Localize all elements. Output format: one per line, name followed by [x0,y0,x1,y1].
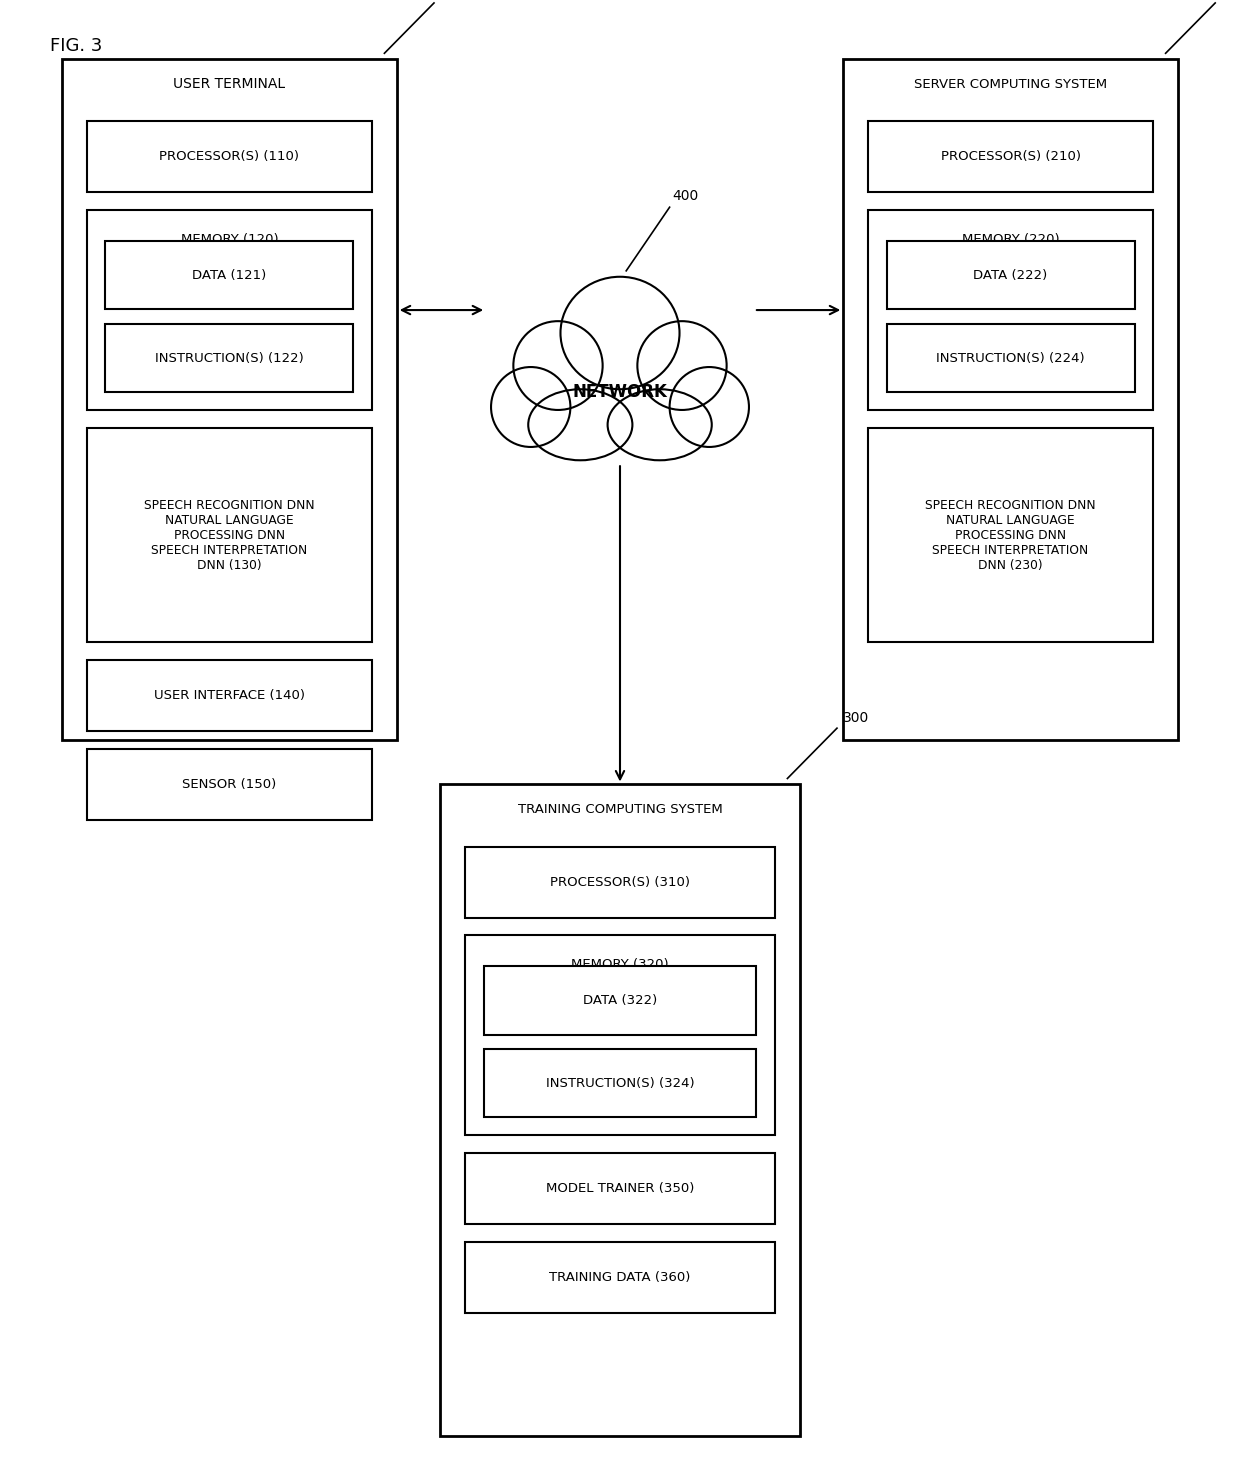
Text: 400: 400 [672,189,698,203]
FancyBboxPatch shape [484,1049,756,1117]
Text: TRAINING DATA (360): TRAINING DATA (360) [549,1271,691,1283]
Text: PROCESSOR(S) (110): PROCESSOR(S) (110) [160,151,299,163]
Text: FIG. 3: FIG. 3 [50,37,102,55]
Text: INSTRUCTION(S) (324): INSTRUCTION(S) (324) [546,1077,694,1089]
FancyBboxPatch shape [484,966,756,1035]
Text: INSTRUCTION(S) (122): INSTRUCTION(S) (122) [155,352,304,364]
Text: USER TERMINAL: USER TERMINAL [174,77,285,92]
FancyBboxPatch shape [465,935,775,1135]
Text: MEMORY (320): MEMORY (320) [572,959,668,971]
Ellipse shape [491,367,570,447]
FancyBboxPatch shape [87,121,372,192]
FancyBboxPatch shape [868,121,1153,192]
Text: MODEL TRAINER (350): MODEL TRAINER (350) [546,1183,694,1194]
Text: NETWORK: NETWORK [573,383,667,401]
Text: SPEECH RECOGNITION DNN
NATURAL LANGUAGE
PROCESSING DNN
SPEECH INTERPRETATION
DNN: SPEECH RECOGNITION DNN NATURAL LANGUAGE … [144,499,315,571]
Text: DATA (322): DATA (322) [583,995,657,1006]
FancyBboxPatch shape [843,59,1178,740]
FancyBboxPatch shape [87,428,372,642]
FancyBboxPatch shape [887,324,1135,392]
Ellipse shape [528,389,632,460]
FancyBboxPatch shape [440,784,800,1436]
Text: MEMORY (120): MEMORY (120) [181,234,278,246]
Text: PROCESSOR(S) (210): PROCESSOR(S) (210) [941,151,1080,163]
Ellipse shape [670,367,749,447]
Ellipse shape [513,321,603,410]
FancyBboxPatch shape [105,324,353,392]
Ellipse shape [608,389,712,460]
FancyBboxPatch shape [105,241,353,309]
FancyBboxPatch shape [868,428,1153,642]
FancyBboxPatch shape [465,1242,775,1313]
Text: TRAINING COMPUTING SYSTEM: TRAINING COMPUTING SYSTEM [517,804,723,815]
Text: DATA (121): DATA (121) [192,269,267,281]
FancyBboxPatch shape [87,660,372,731]
FancyBboxPatch shape [87,749,372,820]
Text: SENSOR (150): SENSOR (150) [182,778,277,790]
FancyBboxPatch shape [868,210,1153,410]
Ellipse shape [560,277,680,389]
FancyBboxPatch shape [465,1153,775,1224]
Text: SERVER COMPUTING SYSTEM: SERVER COMPUTING SYSTEM [914,78,1107,90]
Ellipse shape [637,321,727,410]
FancyBboxPatch shape [887,241,1135,309]
Text: SPEECH RECOGNITION DNN
NATURAL LANGUAGE
PROCESSING DNN
SPEECH INTERPRETATION
DNN: SPEECH RECOGNITION DNN NATURAL LANGUAGE … [925,499,1096,571]
Text: MEMORY (220): MEMORY (220) [962,234,1059,246]
Text: USER INTERFACE (140): USER INTERFACE (140) [154,690,305,702]
FancyBboxPatch shape [87,210,372,410]
Text: 300: 300 [843,712,869,725]
FancyBboxPatch shape [465,847,775,918]
Text: DATA (222): DATA (222) [973,269,1048,281]
Text: INSTRUCTION(S) (224): INSTRUCTION(S) (224) [936,352,1085,364]
FancyBboxPatch shape [62,59,397,740]
Text: PROCESSOR(S) (310): PROCESSOR(S) (310) [551,876,689,888]
